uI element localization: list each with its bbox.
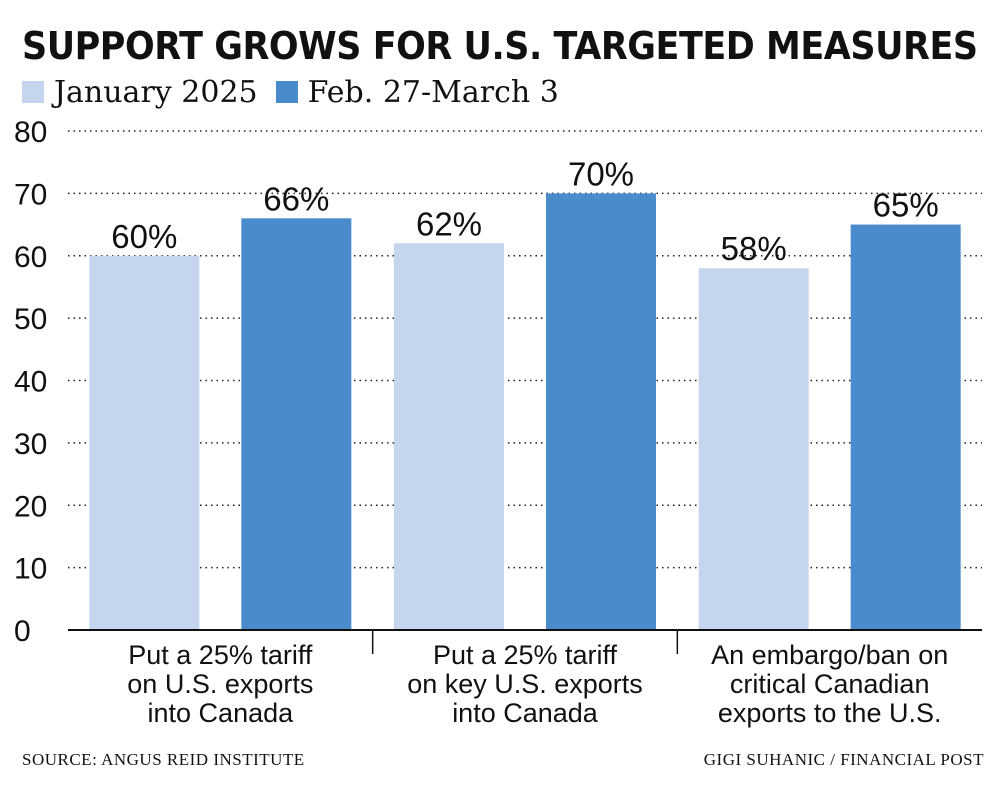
credit-note: GIGI SUHANIC / FINANCIAL POST <box>703 750 984 769</box>
source-note: SOURCE: ANGUS REID INSTITUTE <box>22 750 305 769</box>
legend-item-series-2: Feb. 27-March 3 <box>275 74 559 110</box>
y-tick-label: 30 <box>14 428 47 461</box>
data-label: 62% <box>416 205 482 242</box>
bar <box>241 218 352 630</box>
x-tick-label: An embargo/ban on <box>711 640 948 670</box>
y-tick-label: 50 <box>14 303 47 336</box>
y-tick-label: 70 <box>14 178 47 211</box>
bar <box>89 255 200 630</box>
data-label: 70% <box>568 155 634 192</box>
data-label: 60% <box>111 218 177 255</box>
data-label: 66% <box>263 180 329 217</box>
x-tick-label: Put a 25% tariff <box>433 640 618 670</box>
x-tick-label: into Canada <box>452 698 599 728</box>
legend-label-series-2: Feb. 27-March 3 <box>307 74 559 110</box>
x-tick-label: exports to the U.S. <box>718 698 942 728</box>
legend: January 2025 Feb. 27-March 3 <box>22 72 577 112</box>
y-tick-label: 60 <box>14 241 47 274</box>
x-tick-label: into Canada <box>148 698 295 728</box>
y-tick-label: 10 <box>14 553 47 586</box>
x-tick-label: Put a 25% tariff <box>128 640 313 670</box>
y-tick-label: 0 <box>14 615 31 648</box>
bar <box>546 193 656 630</box>
data-label: 65% <box>873 187 939 224</box>
legend-swatch-series-2 <box>275 81 298 103</box>
y-tick-label: 80 <box>14 116 47 149</box>
bar <box>850 224 961 630</box>
legend-label-series-1: January 2025 <box>54 74 258 110</box>
x-tick-label: critical Canadian <box>730 669 930 699</box>
chart-title: SUPPORT GROWS FOR U.S. TARGETED MEASURES <box>22 24 978 68</box>
x-tick-label: on key U.S. exports <box>407 669 643 699</box>
bar <box>698 268 809 630</box>
bar <box>394 243 504 630</box>
data-label: 58% <box>721 230 787 267</box>
legend-item-series-1: January 2025 <box>22 75 258 110</box>
y-tick-label: 20 <box>14 490 47 523</box>
legend-swatch-series-1 <box>22 81 44 103</box>
y-tick-label: 40 <box>14 366 47 399</box>
x-tick-label: on U.S. exports <box>127 669 313 699</box>
